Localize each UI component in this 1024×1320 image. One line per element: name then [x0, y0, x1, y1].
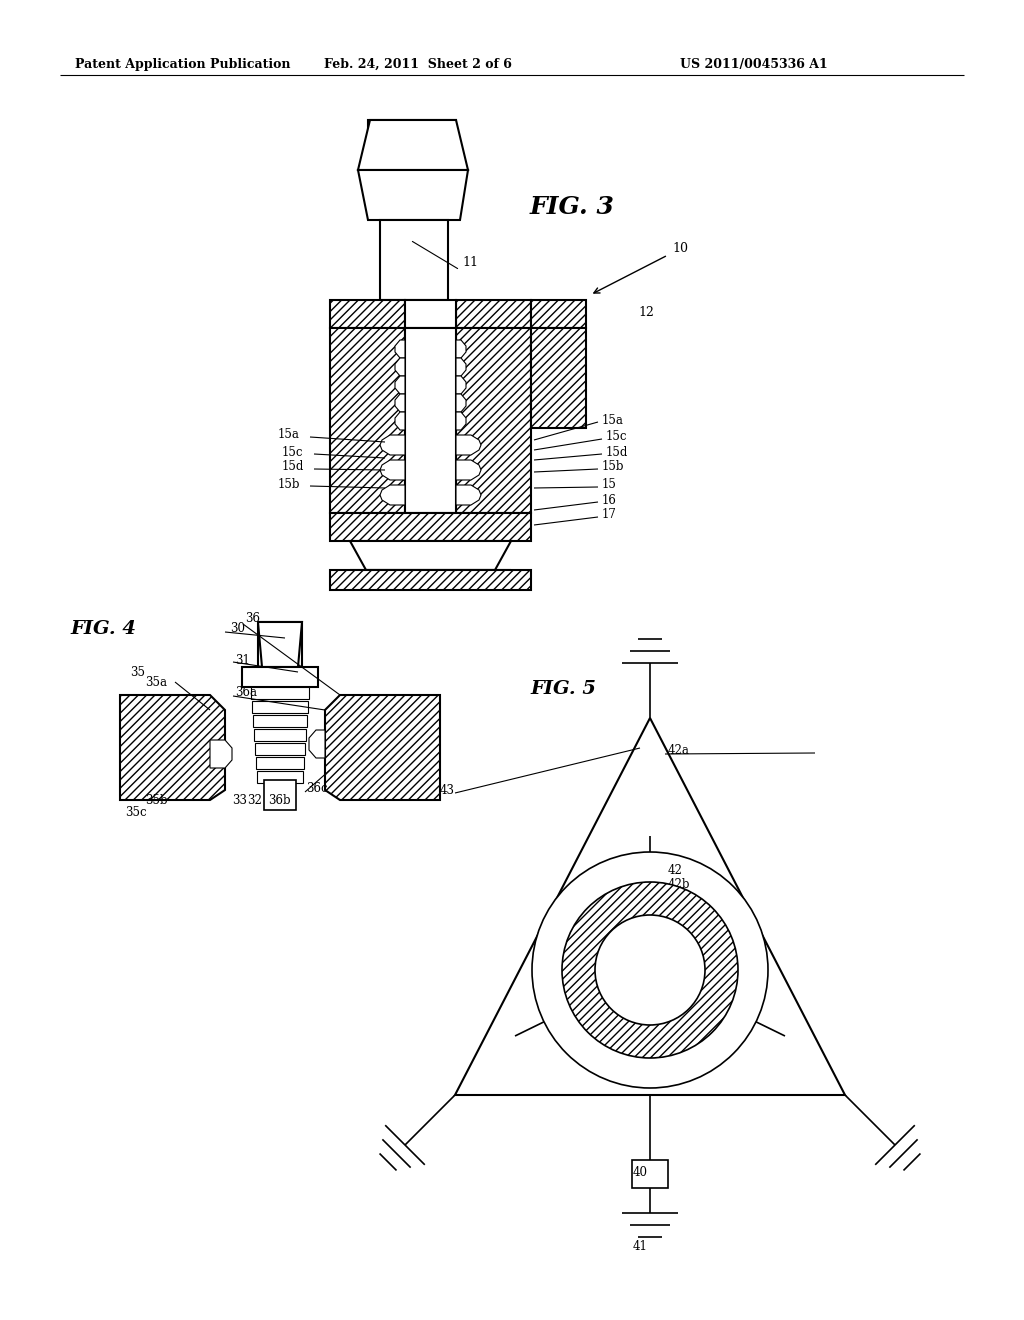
Text: 15d: 15d [606, 446, 629, 458]
Bar [632, 1160, 668, 1188]
Text: 35b: 35b [145, 793, 168, 807]
Text: FIG. 5: FIG. 5 [530, 680, 596, 698]
Polygon shape [309, 730, 325, 758]
Bar [330, 570, 531, 590]
Text: 15b: 15b [278, 478, 300, 491]
Text: 16: 16 [602, 494, 616, 507]
Text: 40a: 40a [622, 913, 644, 927]
Bar [330, 300, 406, 327]
Text: 15a: 15a [278, 429, 300, 441]
Bar [330, 513, 531, 541]
Text: 17: 17 [602, 508, 616, 521]
Polygon shape [455, 718, 845, 1096]
Bar [456, 300, 531, 327]
Polygon shape [380, 484, 406, 506]
Text: 12: 12 [638, 305, 654, 318]
Circle shape [562, 882, 738, 1059]
Text: 10: 10 [672, 242, 688, 255]
Polygon shape [456, 459, 481, 480]
Polygon shape [355, 300, 380, 319]
Polygon shape [395, 393, 406, 412]
Text: 31: 31 [234, 653, 250, 667]
Text: 30: 30 [230, 622, 245, 635]
Bar [254, 729, 306, 741]
Text: FIG. 4: FIG. 4 [70, 620, 136, 638]
Text: Patent Application Publication: Patent Application Publication [75, 58, 291, 71]
Bar [330, 327, 406, 513]
Polygon shape [380, 436, 406, 455]
Polygon shape [456, 376, 466, 393]
Polygon shape [456, 484, 481, 506]
Bar [242, 667, 318, 686]
Text: 40: 40 [633, 1167, 647, 1180]
Bar [406, 327, 456, 513]
Text: Feb. 24, 2011  Sheet 2 of 6: Feb. 24, 2011 Sheet 2 of 6 [324, 58, 512, 71]
Text: 42: 42 [668, 863, 683, 876]
Bar [264, 780, 296, 810]
Text: 35c: 35c [125, 805, 146, 818]
Text: 15d: 15d [282, 461, 304, 474]
Polygon shape [258, 622, 302, 667]
Bar [257, 771, 303, 783]
Text: 35: 35 [130, 665, 145, 678]
Polygon shape [120, 696, 225, 800]
Text: FIG. 3: FIG. 3 [530, 195, 614, 219]
Bar [252, 701, 308, 713]
Circle shape [595, 915, 705, 1026]
Polygon shape [395, 376, 406, 393]
Polygon shape [456, 436, 481, 455]
Polygon shape [456, 393, 466, 412]
Bar [253, 715, 307, 727]
Bar [380, 220, 449, 300]
Text: 36a: 36a [234, 685, 257, 698]
Text: 15c: 15c [282, 446, 303, 458]
Polygon shape [358, 120, 468, 170]
Polygon shape [395, 412, 406, 430]
Text: 36b: 36b [268, 793, 291, 807]
Text: 11: 11 [462, 256, 478, 268]
Bar [255, 743, 305, 755]
Text: 33: 33 [232, 793, 247, 807]
Text: 15a: 15a [602, 413, 624, 426]
Text: 35a: 35a [145, 676, 167, 689]
Polygon shape [358, 170, 468, 220]
Bar [258, 622, 302, 667]
Polygon shape [456, 412, 466, 430]
Bar [368, 120, 456, 170]
Polygon shape [380, 459, 406, 480]
Text: 42b: 42b [668, 879, 690, 891]
Text: 41: 41 [633, 1239, 647, 1253]
Text: 32: 32 [247, 793, 262, 807]
Text: 15c: 15c [606, 430, 628, 444]
Text: 15b: 15b [602, 461, 625, 474]
Polygon shape [395, 341, 406, 358]
Bar [251, 686, 309, 700]
Text: 36c: 36c [306, 781, 328, 795]
Polygon shape [325, 696, 440, 800]
Bar [531, 300, 586, 327]
Text: 15: 15 [602, 479, 616, 491]
Bar [406, 300, 456, 327]
Text: 43: 43 [440, 784, 455, 796]
Polygon shape [395, 358, 406, 376]
Polygon shape [210, 741, 232, 768]
Bar [456, 327, 531, 513]
Polygon shape [350, 541, 511, 570]
Polygon shape [456, 341, 466, 358]
Text: 42a: 42a [668, 743, 690, 756]
Bar [256, 756, 304, 770]
Bar [531, 327, 586, 428]
Text: 36: 36 [245, 611, 260, 624]
Polygon shape [456, 358, 466, 376]
Text: US 2011/0045336 A1: US 2011/0045336 A1 [680, 58, 827, 71]
Circle shape [532, 851, 768, 1088]
